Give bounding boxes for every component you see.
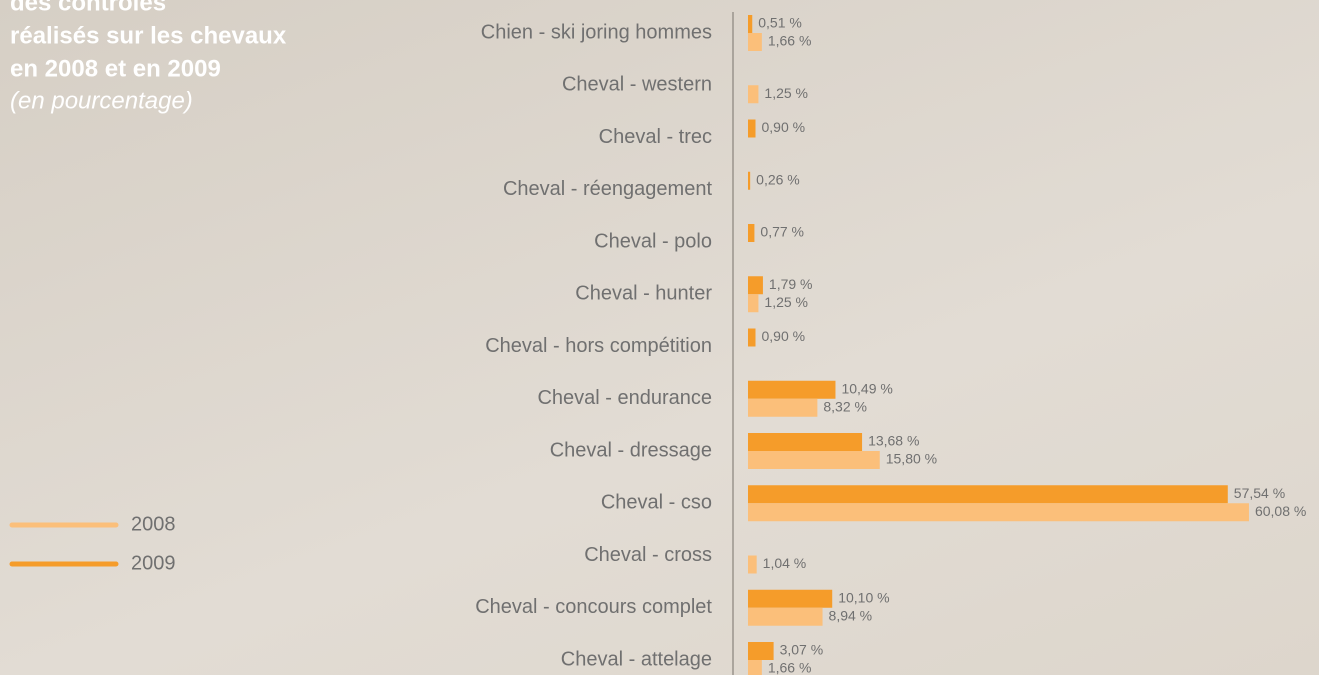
value-label: 1,79 %: [769, 276, 813, 292]
value-label: 15,80 %: [886, 451, 937, 467]
bar: [748, 589, 833, 608]
bar: [748, 398, 818, 417]
bar: [748, 607, 823, 626]
category-label: Cheval - concours complet: [475, 596, 712, 618]
category-label: Cheval - attelage: [561, 648, 712, 670]
legend-label: 2009: [131, 552, 176, 574]
category-label: Chien - ski joring hommes: [481, 21, 712, 43]
bar: [748, 380, 836, 399]
value-label: 10,49 %: [841, 380, 892, 396]
bar: [748, 660, 762, 675]
category-label: Cheval - western: [562, 74, 712, 96]
category-label: Cheval - hunter: [575, 283, 712, 305]
value-label: 1,66 %: [768, 660, 812, 675]
bar: [748, 276, 763, 295]
chart-subtitle: (en pourcentage): [10, 87, 193, 114]
bar: [748, 171, 751, 190]
value-label: 3,07 %: [780, 642, 824, 658]
bar: [748, 328, 756, 347]
value-label: 0,51 %: [758, 15, 802, 31]
bar: [748, 33, 762, 51]
value-label: 13,68 %: [868, 433, 919, 449]
value-label: 0,90 %: [762, 328, 806, 344]
value-label: 57,54 %: [1234, 485, 1285, 501]
value-label: 0,90 %: [762, 119, 806, 135]
bar: [748, 224, 755, 242]
value-label: 10,10 %: [838, 589, 889, 605]
bar: [748, 15, 753, 33]
chart-title: réalisés sur les chevaux: [10, 22, 287, 49]
bar: [748, 119, 756, 138]
value-label: 0,26 %: [756, 171, 800, 187]
legend-label: 2008: [131, 513, 176, 535]
category-label: Cheval - cso: [601, 492, 712, 514]
value-label: 0,77 %: [760, 224, 804, 240]
chart-title: des contrôles: [10, 0, 166, 16]
bar: [748, 642, 774, 660]
bar: [748, 485, 1228, 504]
bar: [748, 451, 880, 469]
category-label: Cheval - dressage: [550, 439, 712, 461]
value-label: 1,66 %: [768, 33, 812, 49]
value-label: 1,25 %: [764, 294, 808, 310]
bar: [748, 294, 759, 313]
bar: [748, 85, 759, 104]
category-label: Cheval - réengagement: [503, 178, 712, 200]
value-label: 1,04 %: [763, 555, 807, 571]
bar: [748, 503, 1249, 522]
category-label: Cheval - endurance: [537, 387, 712, 409]
value-label: 1,25 %: [764, 85, 808, 101]
value-label: 8,32 %: [823, 398, 867, 414]
value-label: 8,94 %: [829, 607, 873, 623]
category-label: Cheval - polo: [594, 230, 712, 252]
chart-title: en 2008 et en 2009: [10, 55, 221, 82]
category-label: Cheval - cross: [584, 544, 712, 566]
bar: [748, 555, 757, 574]
value-label: 60,08 %: [1255, 503, 1306, 519]
category-label: Cheval - hors compétition: [485, 335, 712, 357]
bar: [748, 433, 863, 451]
category-label: Cheval - trec: [599, 126, 712, 148]
